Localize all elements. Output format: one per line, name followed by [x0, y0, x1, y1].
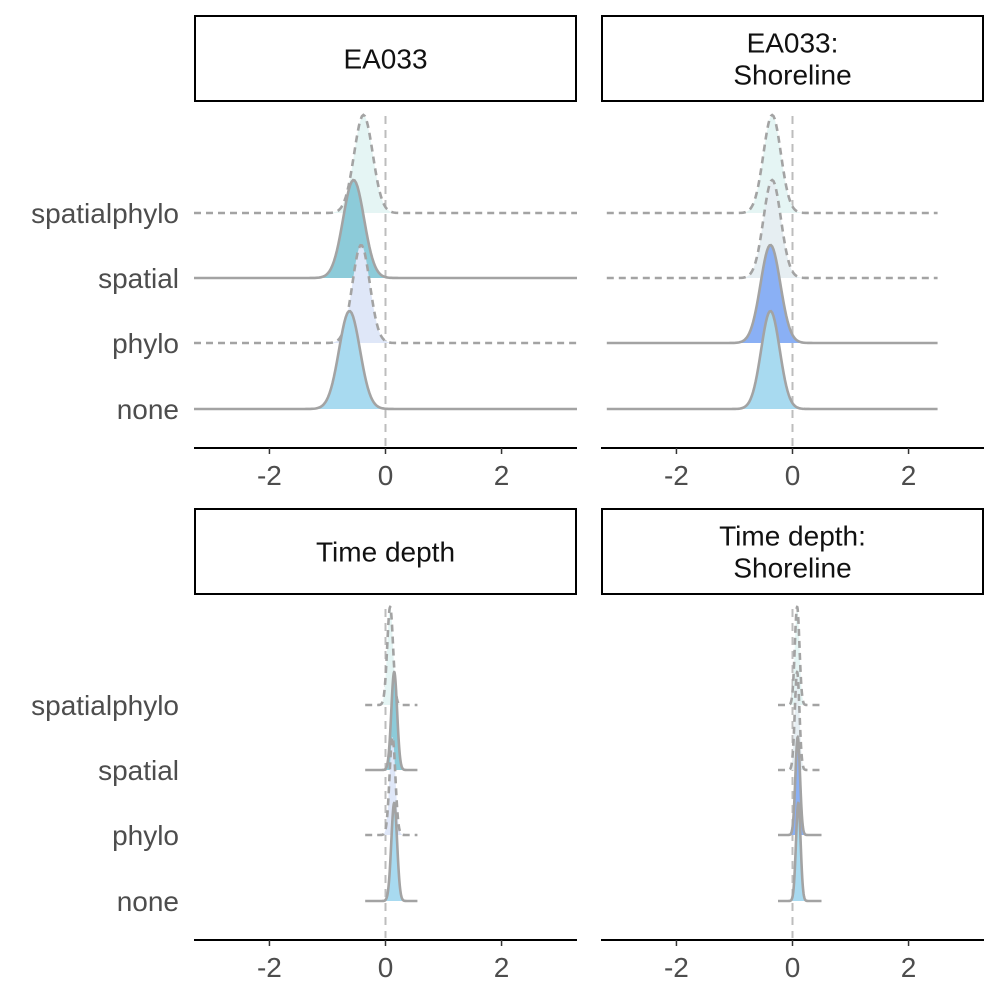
facet-panel-3: Time depthspatialphylospatialphylonone-2…	[31, 508, 577, 983]
ridge-outline-spatialphylo	[365, 605, 418, 707]
ridge-outline-spatialphylo	[194, 113, 577, 215]
ridge-fill-spatial	[606, 180, 938, 278]
x-tick-label: 2	[494, 460, 510, 491]
y-tick-label-phylo: phylo	[112, 820, 179, 851]
ridge-fill-phylo	[606, 245, 938, 343]
facet-strip	[601, 508, 984, 595]
ridge-fill-phylo	[365, 737, 418, 835]
ridge-outline-spatial	[365, 670, 418, 772]
ridge-outline-spatialphylo	[777, 605, 822, 707]
ridge-outline-spatial	[777, 670, 822, 772]
facet-panel-4: Time depth: Shoreline -2 0 2	[601, 508, 984, 983]
facet-title: EA033: Shoreline	[733, 28, 851, 91]
y-tick-label-none: none	[117, 886, 179, 917]
x-tick-label: -2	[257, 460, 282, 491]
ridge-outline-none	[777, 801, 822, 903]
y-tick-label-spatial: spatial	[98, 755, 179, 786]
x-tick-label: 0	[378, 460, 394, 491]
ridge-outline-phylo	[194, 243, 577, 345]
ridge-outline-spatial	[194, 178, 577, 280]
x-tick-label: -2	[664, 952, 689, 983]
y-tick-label-none: none	[117, 394, 179, 425]
ridge-outline-phylo	[777, 734, 822, 837]
facet-title: Time depth	[316, 537, 455, 568]
x-tick-label: 2	[494, 952, 510, 983]
y-tick-label-spatialphylo: spatialphylo	[31, 690, 179, 721]
facet-title: Time depth: Shoreline	[719, 521, 866, 584]
ridge-outline-spatialphylo	[606, 113, 938, 215]
y-tick-label-phylo: phylo	[112, 328, 179, 359]
y-tick-label-spatial: spatial	[98, 263, 179, 294]
ridge-outline-phylo	[365, 735, 418, 837]
facet-strip	[194, 508, 577, 595]
ridge-outline-none	[606, 309, 938, 411]
facet-title: EA033	[343, 44, 427, 75]
x-tick-label: 2	[901, 460, 917, 491]
x-tick-label: 0	[785, 460, 801, 491]
ridge-fill-none	[606, 311, 938, 409]
x-tick-label: 0	[785, 952, 801, 983]
ridge-fill-spatialphylo	[365, 607, 418, 705]
x-tick-label: -2	[664, 460, 689, 491]
ridge-outline-spatial	[606, 178, 938, 280]
x-tick-label: 0	[378, 952, 394, 983]
x-tick-label: 2	[901, 952, 917, 983]
ridge-outline-none	[365, 801, 418, 903]
y-tick-label-spatialphylo: spatialphylo	[31, 198, 179, 229]
ridge-outline-none	[194, 309, 577, 411]
facet-panel-2: EA033: Shoreline -2 0 2	[601, 15, 984, 491]
ridge-outline-phylo	[606, 243, 938, 345]
facet-strip	[194, 15, 577, 102]
ridge-fill-spatialphylo	[606, 115, 938, 213]
facet-strip	[601, 15, 984, 102]
x-tick-label: -2	[257, 952, 282, 983]
